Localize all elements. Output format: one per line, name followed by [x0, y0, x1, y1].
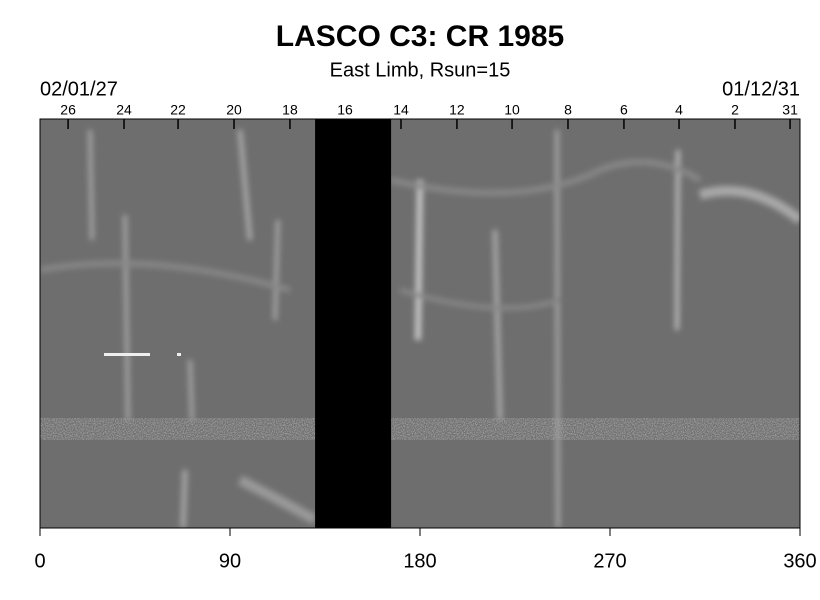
noise-band — [40, 418, 800, 440]
top-tick-label: 16 — [337, 102, 353, 118]
top-tick-label: 26 — [60, 102, 76, 118]
top-tick-label: 12 — [449, 102, 465, 118]
data-gap — [315, 119, 392, 528]
start-date: 02/01/27 — [40, 78, 118, 100]
top-tick-label: 22 — [170, 102, 186, 118]
top-tick-label: 20 — [226, 102, 242, 118]
x-tick-label: 270 — [593, 550, 626, 572]
end-date: 01/12/31 — [722, 78, 800, 100]
top-tick-label: 18 — [282, 102, 298, 118]
top-tick-label: 4 — [675, 102, 683, 118]
x-tick-label: 360 — [783, 550, 816, 572]
top-tick-label: 6 — [620, 102, 628, 118]
x-tick-label: 0 — [34, 550, 45, 572]
synoptic-image — [40, 119, 800, 528]
top-tick-label: 8 — [564, 102, 572, 118]
artifact — [104, 353, 150, 356]
chart-subtitle: East Limb, Rsun=15 — [330, 59, 511, 81]
top-tick-label: 24 — [116, 102, 132, 118]
artifact — [177, 353, 181, 356]
x-tick-label: 90 — [219, 550, 241, 572]
top-tick-label: 14 — [393, 102, 409, 118]
top-tick-label: 10 — [504, 102, 520, 118]
top-tick-label: 2 — [731, 102, 739, 118]
x-tick-label: 180 — [403, 550, 436, 572]
chart-title: LASCO C3: CR 1985 — [276, 20, 564, 53]
streaks — [40, 129, 800, 528]
top-tick-label: 31 — [782, 102, 798, 118]
